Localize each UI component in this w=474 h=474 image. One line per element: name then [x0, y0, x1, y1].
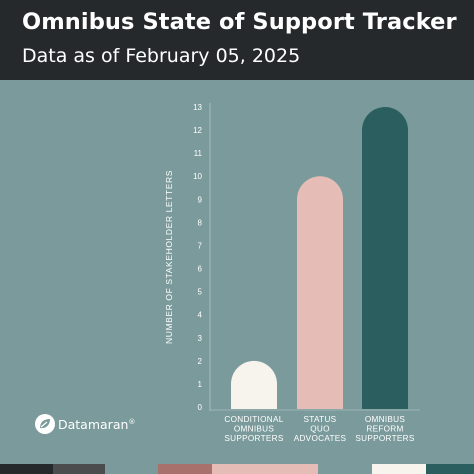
y-tick-label: 4 [198, 311, 203, 320]
datamaran-logo-icon [35, 414, 55, 434]
footer-strip-segment [158, 464, 212, 474]
y-tick-label: 0 [198, 403, 203, 412]
brand-name: Datamaran® [58, 417, 136, 432]
x-category-label: REFORM [366, 425, 403, 434]
header: Omnibus State of Support Tracker Data as… [0, 0, 474, 80]
footer-strip-segment [0, 464, 53, 474]
y-tick-label: 9 [198, 195, 203, 204]
y-tick-label: 10 [193, 172, 202, 181]
y-tick-label: 5 [198, 288, 203, 297]
y-tick-label: 3 [198, 334, 203, 343]
footer-strip-segment [372, 464, 426, 474]
y-tick-label: 11 [194, 149, 203, 158]
footer-strip-segment [212, 464, 318, 474]
x-category-label: CONDITIONAL [224, 415, 283, 424]
y-tick-label: 1 [198, 380, 203, 389]
x-category-label: SUPPORTERS [355, 434, 415, 443]
x-category-label: QUO [310, 425, 330, 434]
y-tick-label: 12 [193, 126, 202, 135]
x-category-label: OMNIBUS [365, 415, 406, 424]
y-tick-label: 13 [193, 103, 202, 112]
footer-strip-segment [318, 464, 372, 474]
bar [231, 360, 277, 409]
x-category-label: STATUS [304, 415, 337, 424]
y-tick-label: 7 [198, 241, 203, 250]
x-category-label: SUPPORTERS [224, 434, 284, 443]
bar [362, 107, 408, 409]
footer-strip-segment [53, 464, 105, 474]
footer-strip-segment [105, 464, 158, 474]
brand-logo: Datamaran® [34, 413, 164, 443]
footer-strip-segment [426, 464, 474, 474]
y-tick-label: 2 [198, 357, 203, 366]
y-tick-label: 8 [198, 218, 203, 227]
chart-subtitle: Data as of February 05, 2025 [22, 45, 301, 67]
x-category-label: ADVOCATES [294, 434, 347, 443]
x-category-label: OMNIBUS [234, 425, 275, 434]
footer-color-strip [0, 464, 474, 474]
y-tick-label: 6 [198, 265, 203, 274]
y-axis-label: NUMBER OF STAKEHOLDER LETTERS [164, 170, 174, 344]
bar [297, 176, 343, 409]
chart-title: Omnibus State of Support Tracker [22, 9, 457, 35]
